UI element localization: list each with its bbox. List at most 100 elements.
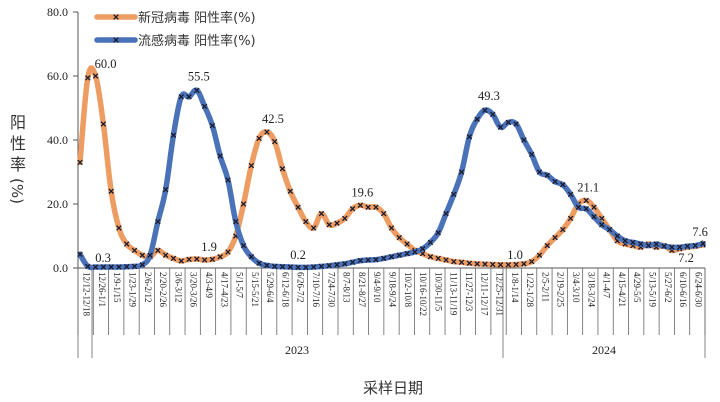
data-point-marker: [427, 239, 434, 246]
data-label: 19.6: [351, 185, 373, 199]
data-point-marker: [303, 218, 309, 225]
data-point-marker: [116, 264, 122, 270]
x-tick-label: 10/2-10/8: [403, 272, 413, 307]
data-point-marker: [404, 241, 410, 247]
data-point-marker: [528, 258, 535, 265]
svg-text:(%): (%): [8, 178, 26, 204]
data-point-marker: [435, 230, 441, 236]
data-point-marker: [170, 132, 177, 138]
x-tick-label: 1/22-1/28: [525, 272, 535, 307]
x-tick-label: 3/20-3/26: [189, 272, 199, 307]
flu-series: [77, 87, 706, 271]
data-point-marker: [209, 256, 216, 263]
data-point-marker: [123, 241, 130, 247]
data-label: 7.2: [678, 251, 694, 265]
legend-item-covid: 新冠病毒 阳性率(%): [94, 10, 256, 26]
data-point-marker: [560, 182, 566, 188]
data-point-marker: [100, 264, 107, 270]
data-point-marker: [521, 137, 527, 143]
data-point-marker: [170, 255, 177, 262]
x-tick-label: 2/5-2/11: [540, 272, 550, 302]
data-point-marker: [497, 262, 504, 268]
data-point-marker: [700, 240, 706, 247]
x-tick-label: 5/1-5/7: [235, 272, 245, 298]
data-point-marker: [536, 252, 543, 258]
x-tick-label: 1/23-1/29: [128, 272, 138, 307]
data-point-marker: [162, 186, 169, 193]
data-point-marker: [419, 246, 426, 252]
data-point-marker: [162, 252, 169, 258]
x-tick-label: 1/8-1/14: [510, 272, 520, 303]
data-point-marker: [388, 225, 395, 231]
data-point-marker: [209, 122, 216, 129]
legend: 新冠病毒 阳性率(%) 流感病毒 阳性率(%): [94, 10, 256, 49]
x-tick-label: 12/26-1/1: [97, 272, 107, 307]
x-tick-label: 6/12-6/18: [280, 272, 290, 307]
data-point-marker: [186, 256, 192, 263]
data-point-marker: [528, 151, 535, 158]
data-point-marker: [264, 262, 270, 269]
data-point-marker: [458, 259, 465, 265]
data-point-marker: [630, 239, 636, 246]
data-point-marker: [108, 188, 114, 194]
data-point-marker: [85, 263, 91, 270]
data-point-marker: [645, 242, 652, 249]
x-tick-label: 6/10-6/16: [678, 272, 688, 307]
data-point-marker: [583, 206, 589, 212]
data-point-marker: [676, 244, 683, 250]
data-point-marker: [279, 166, 286, 172]
data-point-marker: [217, 254, 223, 260]
x-tick-label: 3/6-3/12: [173, 272, 183, 303]
data-point-marker: [599, 222, 605, 228]
x-tick-label: 1/9-1/15: [112, 272, 122, 303]
x-tick-label: 11/13-11/19: [449, 272, 459, 316]
data-point-marker: [279, 263, 286, 270]
series-layer: [77, 65, 706, 271]
x-tick-label: 4/1-4/7: [602, 272, 612, 298]
data-point-marker: [178, 94, 184, 100]
data-point-marker: [131, 263, 138, 270]
data-point-marker: [295, 204, 301, 210]
data-point-marker: [248, 254, 255, 260]
data-point-marker: [380, 255, 387, 262]
legend-marker-icon: [113, 37, 119, 43]
data-label: 60.0: [95, 57, 117, 71]
data-point-marker: [85, 75, 91, 81]
data-point-marker: [466, 260, 473, 266]
data-point-marker: [303, 264, 309, 271]
x-tick-label: 11/27-12/3: [464, 272, 474, 312]
data-point-marker: [521, 261, 527, 267]
data-point-marker: [373, 256, 379, 263]
data-point-marker: [232, 218, 239, 225]
data-label: 0.3: [95, 251, 111, 265]
data-point-marker: [357, 257, 364, 264]
data-point-marker: [575, 204, 582, 210]
svg-text:性: 性: [10, 134, 26, 153]
data-point-marker: [591, 204, 597, 210]
data-point-marker: [388, 254, 395, 260]
data-point-marker: [489, 261, 496, 268]
data-point-marker: [287, 188, 294, 194]
axes: 0.0 20.0 40.0 60.0 80.0 12/12-12/18 12/26-1/1 1…: [47, 5, 706, 358]
data-label: 7.6: [692, 225, 708, 239]
data-point-marker: [318, 263, 325, 270]
data-point-marker: [92, 264, 99, 270]
data-point-marker: [637, 241, 644, 247]
data-point-marker: [380, 210, 387, 217]
legend-marker-icon: [113, 14, 119, 20]
x-tick-label: 4/17-4/23: [219, 272, 229, 307]
data-point-marker: [264, 129, 270, 135]
data-point-marker: [139, 262, 146, 268]
x-tick-label: 4/15-4/21: [617, 272, 627, 307]
data-point-marker: [186, 94, 192, 100]
data-point-marker: [240, 242, 247, 249]
legend-item-flu: 流感病毒 阳性率(%): [94, 33, 256, 49]
data-point-marker: [482, 261, 488, 267]
data-point-marker: [669, 244, 675, 250]
data-point-marker: [92, 73, 99, 79]
x-tick-label: 12/12-12/18: [82, 272, 92, 316]
data-point-marker: [342, 215, 348, 222]
data-point-marker: [489, 111, 496, 118]
data-point-marker: [155, 218, 161, 225]
